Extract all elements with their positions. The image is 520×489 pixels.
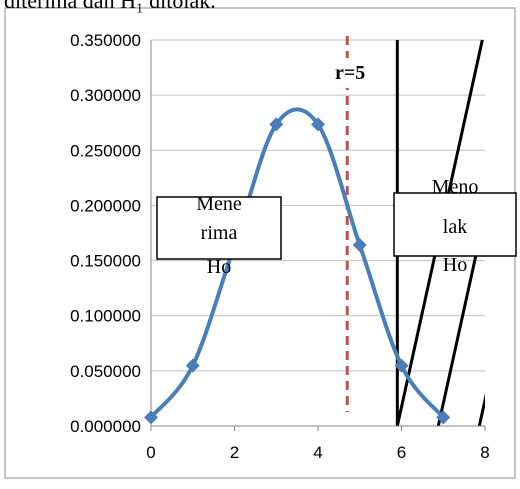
critical-value-label: r=5 — [335, 62, 365, 84]
y-tick-label: 0.150000 — [70, 252, 141, 271]
data-point-marker — [311, 117, 325, 132]
y-tick-label: 0.100000 — [70, 307, 141, 326]
reject-label-line-3: Ho — [443, 254, 467, 276]
data-point-marker — [436, 410, 451, 425]
series-curve — [144, 107, 451, 425]
x-tick-label: 0 — [146, 443, 155, 462]
x-tick-label: 8 — [480, 443, 489, 462]
y-tick-label: 0.250000 — [70, 141, 141, 160]
y-tick-label: 0.350000 — [70, 31, 141, 50]
x-tick-label: 6 — [397, 443, 406, 462]
accept-region-label: Mene rima Ho — [156, 193, 282, 278]
x-tick-label: 4 — [313, 443, 322, 462]
y-tick-label: 0.300000 — [70, 86, 141, 105]
reject-region-label: Meno lak Ho — [393, 176, 517, 276]
y-tick-label: 0.000000 — [70, 417, 141, 436]
y-tick-label: 0.050000 — [70, 362, 141, 381]
accept-label-line-1: Mene — [196, 193, 242, 215]
reject-label-line-2: lak — [443, 216, 467, 238]
data-point-marker — [185, 358, 200, 373]
y-tick-label: 0.200000 — [70, 196, 141, 215]
series-line — [149, 107, 445, 419]
data-point-marker — [144, 410, 158, 425]
accept-region-box — [156, 196, 282, 260]
x-tick-label: 2 — [230, 443, 239, 462]
caption-fragment: diterima dan H₁ ditolak. — [4, 0, 216, 13]
accept-label-line-2: rima — [201, 222, 238, 244]
data-point-marker — [394, 358, 409, 373]
reject-label-line-1: Meno — [432, 176, 479, 198]
critical-label-bg — [333, 58, 391, 88]
y-tick-labels: 0.000000 0.050000 0.100000 0.150000 0.200000… — [70, 31, 141, 436]
reject-region-box — [393, 192, 517, 257]
data-point-marker — [352, 238, 367, 253]
x-tick-labels: 0 2 4 6 8 — [146, 426, 490, 462]
accept-label-line-3: Ho — [207, 256, 231, 278]
data-point-marker — [269, 117, 284, 132]
